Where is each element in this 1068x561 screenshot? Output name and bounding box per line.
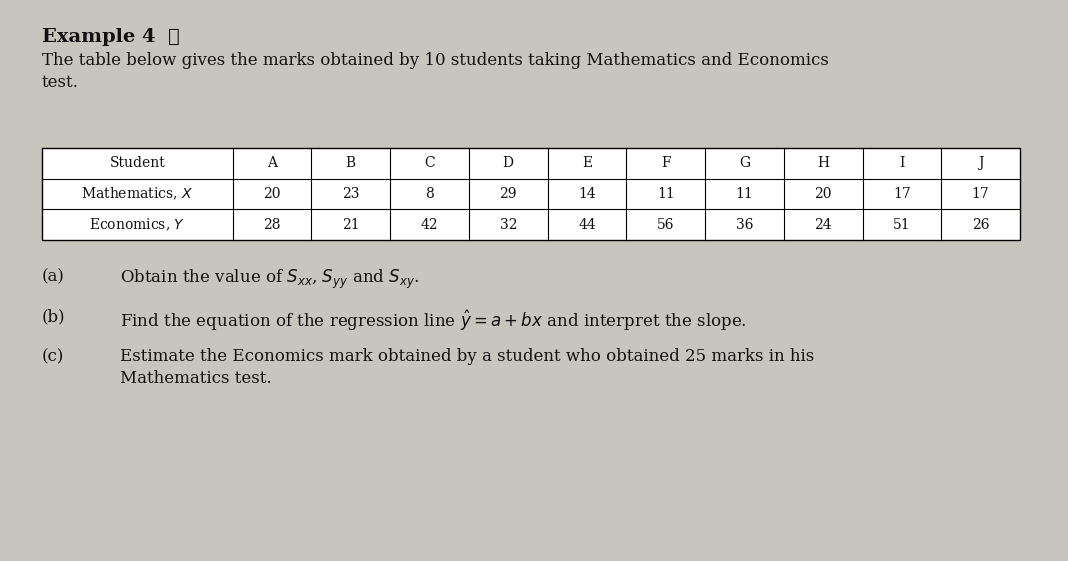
Text: 56: 56 xyxy=(657,218,675,232)
Text: D: D xyxy=(503,157,514,171)
Text: 11: 11 xyxy=(736,187,753,201)
Text: 51: 51 xyxy=(893,218,911,232)
Text: 17: 17 xyxy=(893,187,911,201)
Text: The table below gives the marks obtained by 10 students taking Mathematics and E: The table below gives the marks obtained… xyxy=(42,52,829,69)
Text: 11: 11 xyxy=(657,187,675,201)
Text: (b): (b) xyxy=(42,308,65,325)
Text: C: C xyxy=(424,157,435,171)
Text: 20: 20 xyxy=(264,187,281,201)
Text: Mathematics test.: Mathematics test. xyxy=(120,370,271,387)
Text: Obtain the value of $S_{xx}$, $S_{yy}$ and $S_{xy}$.: Obtain the value of $S_{xx}$, $S_{yy}$ a… xyxy=(120,268,420,291)
Text: 26: 26 xyxy=(972,218,989,232)
Text: 17: 17 xyxy=(972,187,990,201)
Text: I: I xyxy=(899,157,905,171)
Text: B: B xyxy=(346,157,356,171)
Text: 36: 36 xyxy=(736,218,753,232)
Text: 42: 42 xyxy=(421,218,438,232)
Text: Economics, $Y$: Economics, $Y$ xyxy=(90,217,186,233)
Text: 29: 29 xyxy=(500,187,517,201)
Text: Find the equation of the regression line $\hat{y}=a+bx$ and interpret the slope.: Find the equation of the regression line… xyxy=(120,308,747,333)
Text: (a): (a) xyxy=(42,268,65,285)
Text: E: E xyxy=(582,157,592,171)
Text: test.: test. xyxy=(42,74,79,91)
Text: 21: 21 xyxy=(342,218,360,232)
Text: G: G xyxy=(739,157,750,171)
Text: F: F xyxy=(661,157,671,171)
Text: 23: 23 xyxy=(342,187,360,201)
Text: (c): (c) xyxy=(42,348,64,365)
Text: J: J xyxy=(978,157,984,171)
Text: Mathematics, $X$: Mathematics, $X$ xyxy=(81,186,193,202)
Bar xyxy=(42,148,1020,240)
Text: 44: 44 xyxy=(578,218,596,232)
Text: 14: 14 xyxy=(578,187,596,201)
Text: A: A xyxy=(267,157,277,171)
Text: Example 4: Example 4 xyxy=(42,28,156,46)
Text: 8: 8 xyxy=(425,187,434,201)
Text: 24: 24 xyxy=(815,218,832,232)
Text: Student: Student xyxy=(110,157,166,171)
Text: Estimate the Economics mark obtained by a student who obtained 25 marks in his: Estimate the Economics mark obtained by … xyxy=(120,348,814,365)
Text: 32: 32 xyxy=(500,218,517,232)
Text: H: H xyxy=(817,157,829,171)
Text: ✓: ✓ xyxy=(168,28,179,46)
Text: 20: 20 xyxy=(815,187,832,201)
Text: 28: 28 xyxy=(264,218,281,232)
